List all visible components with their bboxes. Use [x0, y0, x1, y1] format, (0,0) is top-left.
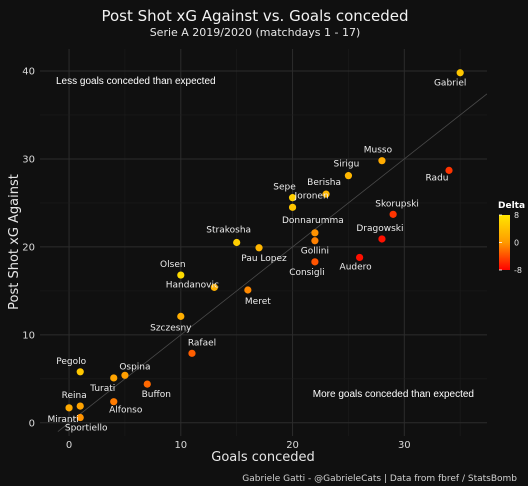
point-label: Sirigu	[334, 160, 360, 170]
point-label: Ospina	[119, 362, 150, 372]
data-point	[76, 368, 84, 376]
point-label: Szczesny	[150, 323, 192, 333]
data-point	[76, 413, 84, 422]
data-point	[76, 402, 84, 410]
point-label: Gabriel	[434, 79, 466, 89]
data-point	[456, 69, 464, 77]
point-label: Handanovic	[166, 280, 219, 290]
legend-title: Delta	[498, 201, 525, 211]
legend-ticks: 8 0 -8	[499, 211, 522, 275]
y-axis-ticks: 0 10 20 30 40	[22, 66, 35, 429]
caption: Gabriele Gatti - @GabrieleCats | Data fr…	[242, 474, 517, 484]
data-point	[244, 286, 252, 294]
data-point	[445, 166, 453, 174]
legend-tick-label: 0	[514, 239, 519, 248]
point-label: Miranti	[47, 415, 78, 425]
data-point	[356, 253, 364, 262]
point-labels: Gabriel Musso Radu Sirigu Berisha SepeJoronen…	[47, 79, 466, 434]
legend: Delta 8 0 -8	[498, 201, 525, 275]
point-label: Gollini	[301, 247, 329, 257]
chart-subtitle: Serie A 2019/2020 (matchdays 1 - 17)	[150, 26, 361, 39]
data-point	[121, 371, 129, 379]
point-label: Alfonso	[109, 406, 143, 416]
legend-colorbar	[499, 215, 510, 270]
data-points	[65, 69, 464, 422]
data-point	[378, 235, 386, 243]
point-label: Turati	[89, 384, 115, 394]
x-axis-ticks: 0 10 20 30	[66, 440, 411, 451]
point-label: Olsen	[160, 260, 186, 270]
y-axis-title: Post Shot xG Against	[7, 174, 22, 310]
point-label: Skorupski	[375, 199, 419, 209]
data-point	[177, 271, 185, 279]
data-point	[378, 157, 386, 165]
y-tick-label: 0	[29, 418, 35, 429]
point-label: Sportiello	[65, 424, 108, 434]
data-point	[322, 190, 330, 198]
data-point	[65, 404, 73, 412]
point-label: Buffon	[142, 390, 171, 400]
data-point	[255, 244, 263, 252]
data-point	[288, 194, 297, 202]
x-tick-label: 0	[66, 440, 72, 451]
data-point	[311, 237, 319, 245]
data-point	[288, 203, 297, 211]
data-point	[233, 238, 241, 247]
legend-tick-label: -8	[514, 266, 522, 275]
point-label: Strakosha	[206, 226, 251, 236]
data-point	[311, 229, 319, 237]
point-label: Consigli	[289, 268, 324, 278]
annotation-upper-left: Less goals conceded than expected	[56, 76, 216, 87]
point-label: Meret	[245, 297, 271, 307]
x-axis-title: Goals conceded	[211, 450, 315, 465]
data-point	[210, 283, 218, 291]
point-label: Sepe	[273, 183, 296, 193]
data-point	[344, 172, 353, 180]
annotation-lower-right: More goals conceded than expected	[313, 389, 474, 400]
y-tick-label: 20	[22, 242, 35, 253]
data-point	[389, 210, 397, 218]
y-tick-label: 30	[22, 154, 35, 165]
point-label: Rafael	[188, 338, 216, 348]
point-label: Audero	[340, 262, 373, 272]
grid	[40, 49, 487, 436]
data-point	[110, 398, 118, 406]
legend-tick-label: 8	[514, 211, 519, 220]
y-tick-label: 40	[22, 66, 35, 77]
x-tick-label: 20	[286, 440, 299, 451]
point-label: Musso	[364, 146, 393, 156]
data-point	[143, 380, 151, 388]
point-label: Berisha	[307, 178, 341, 188]
chart-title: Post Shot xG Against vs. Goals conceded	[101, 7, 408, 25]
x-tick-label: 10	[174, 440, 187, 451]
point-label: Pau Lopez	[241, 254, 287, 264]
point-label: Reina	[62, 391, 87, 401]
point-label: Joronen	[294, 191, 329, 201]
data-point	[177, 312, 185, 320]
data-point	[110, 374, 118, 382]
reference-line	[57, 93, 487, 432]
y-tick-label: 10	[22, 330, 35, 341]
point-label: Pegolo	[56, 357, 86, 367]
x-tick-label: 30	[398, 440, 411, 451]
data-point	[188, 349, 196, 357]
point-label: Dragowski	[356, 224, 403, 234]
point-label: Radu	[426, 173, 449, 183]
identity-line	[57, 93, 487, 432]
data-point	[311, 258, 319, 266]
point-label: Donnarumma	[282, 216, 344, 226]
